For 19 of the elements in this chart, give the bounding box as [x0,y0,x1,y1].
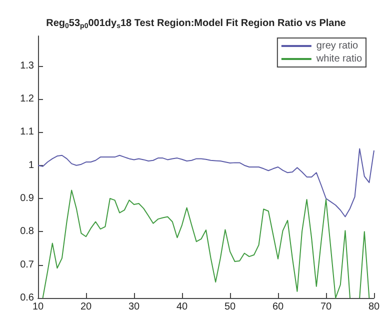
legend-label: white ratio [315,54,362,64]
legend-label: grey ratio [316,40,359,52]
x-tick-label: 70 [320,302,332,312]
y-tick-label: 1.2 [20,94,34,105]
y-tick-label: 0.7 [20,259,34,270]
x-tick-label: 30 [128,302,140,312]
y-tick-label: 1.3 [20,60,34,72]
x-tick-label: 10 [32,302,44,312]
y-tick-label: 0.6 [20,292,34,304]
y-tick-label: 0.8 [20,226,34,238]
y-tick-label: 1.1 [20,126,34,138]
line-series [38,148,374,218]
y-tick-label: 1 [28,160,34,171]
x-tick-label: 20 [80,302,92,312]
x-tick-label: 60 [272,302,284,312]
x-tick-label: 40 [176,302,188,312]
y-tick-label: 0.9 [20,193,34,204]
x-tick-label: 50 [224,302,236,312]
x-tick-label: 80 [368,302,380,312]
